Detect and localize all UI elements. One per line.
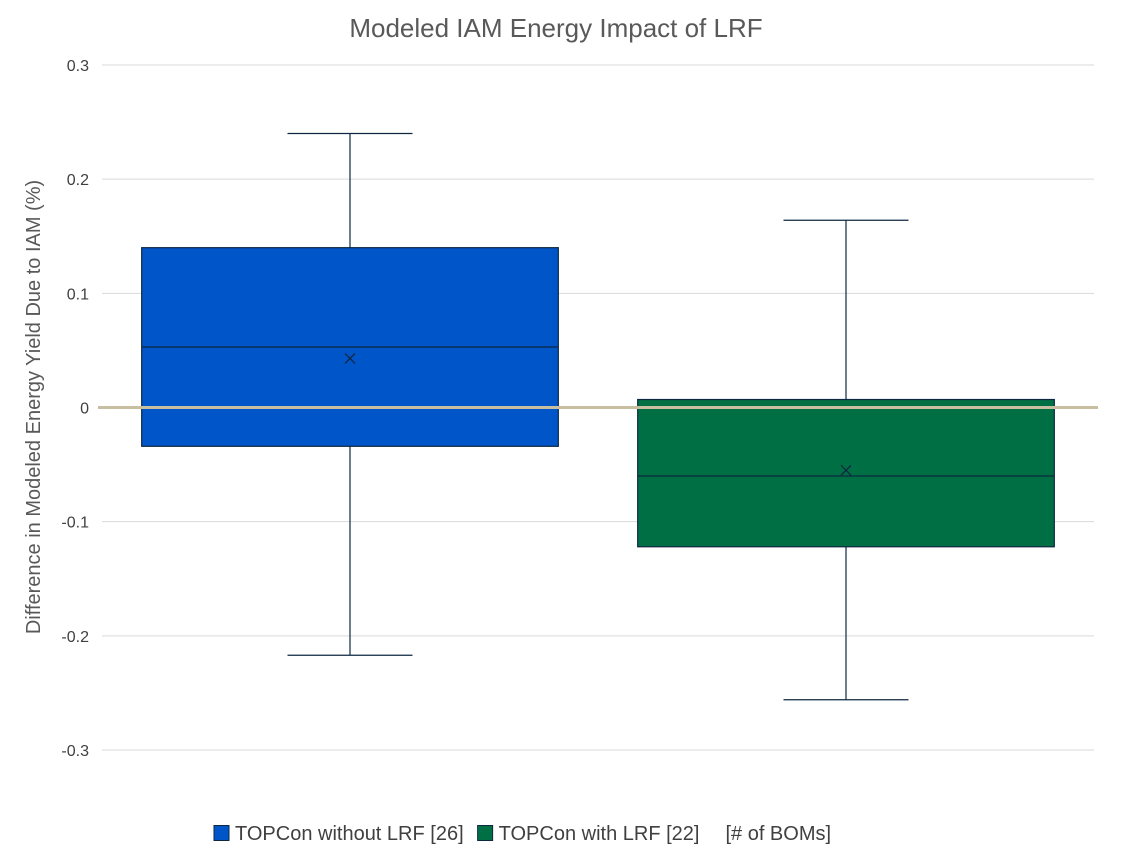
mean-marker-stroke [344, 352, 356, 364]
box-plot [141, 132, 559, 656]
legend-label: TOPCon without LRF [26] [235, 823, 464, 845]
mean-marker [840, 464, 852, 476]
legend: TOPCon without LRF [26] TOPCon with LRF [… [213, 823, 831, 845]
y-tick-label: 0.3 [67, 58, 89, 75]
y-tick-labels: 0.3 0.2 0.1 0 -0.1 -0.2 -0.3 [61, 58, 89, 760]
legend-label: TOPCon with LRF [22] [499, 823, 700, 845]
legend-swatch [477, 825, 494, 841]
legend-note: [# of BOMs] [725, 823, 831, 845]
y-tick-label: -0.3 [61, 743, 89, 760]
box [637, 398, 1055, 548]
mean-marker [344, 352, 356, 364]
y-axis-label: Difference in Modeled Energy Yield Due t… [23, 180, 45, 634]
legend-swatch [213, 825, 230, 841]
box-plots [141, 132, 1055, 701]
mean-marker-stroke [840, 464, 852, 476]
y-tick-label: -0.2 [61, 629, 89, 646]
box-plot [637, 219, 1055, 701]
y-tick-label: 0.1 [67, 286, 89, 303]
chart-title: Modeled IAM Energy Impact of LRF [349, 13, 762, 43]
y-tick-label: 0 [80, 401, 89, 418]
y-tick-label: 0.2 [67, 172, 89, 189]
y-tick-label: -0.1 [61, 515, 89, 532]
